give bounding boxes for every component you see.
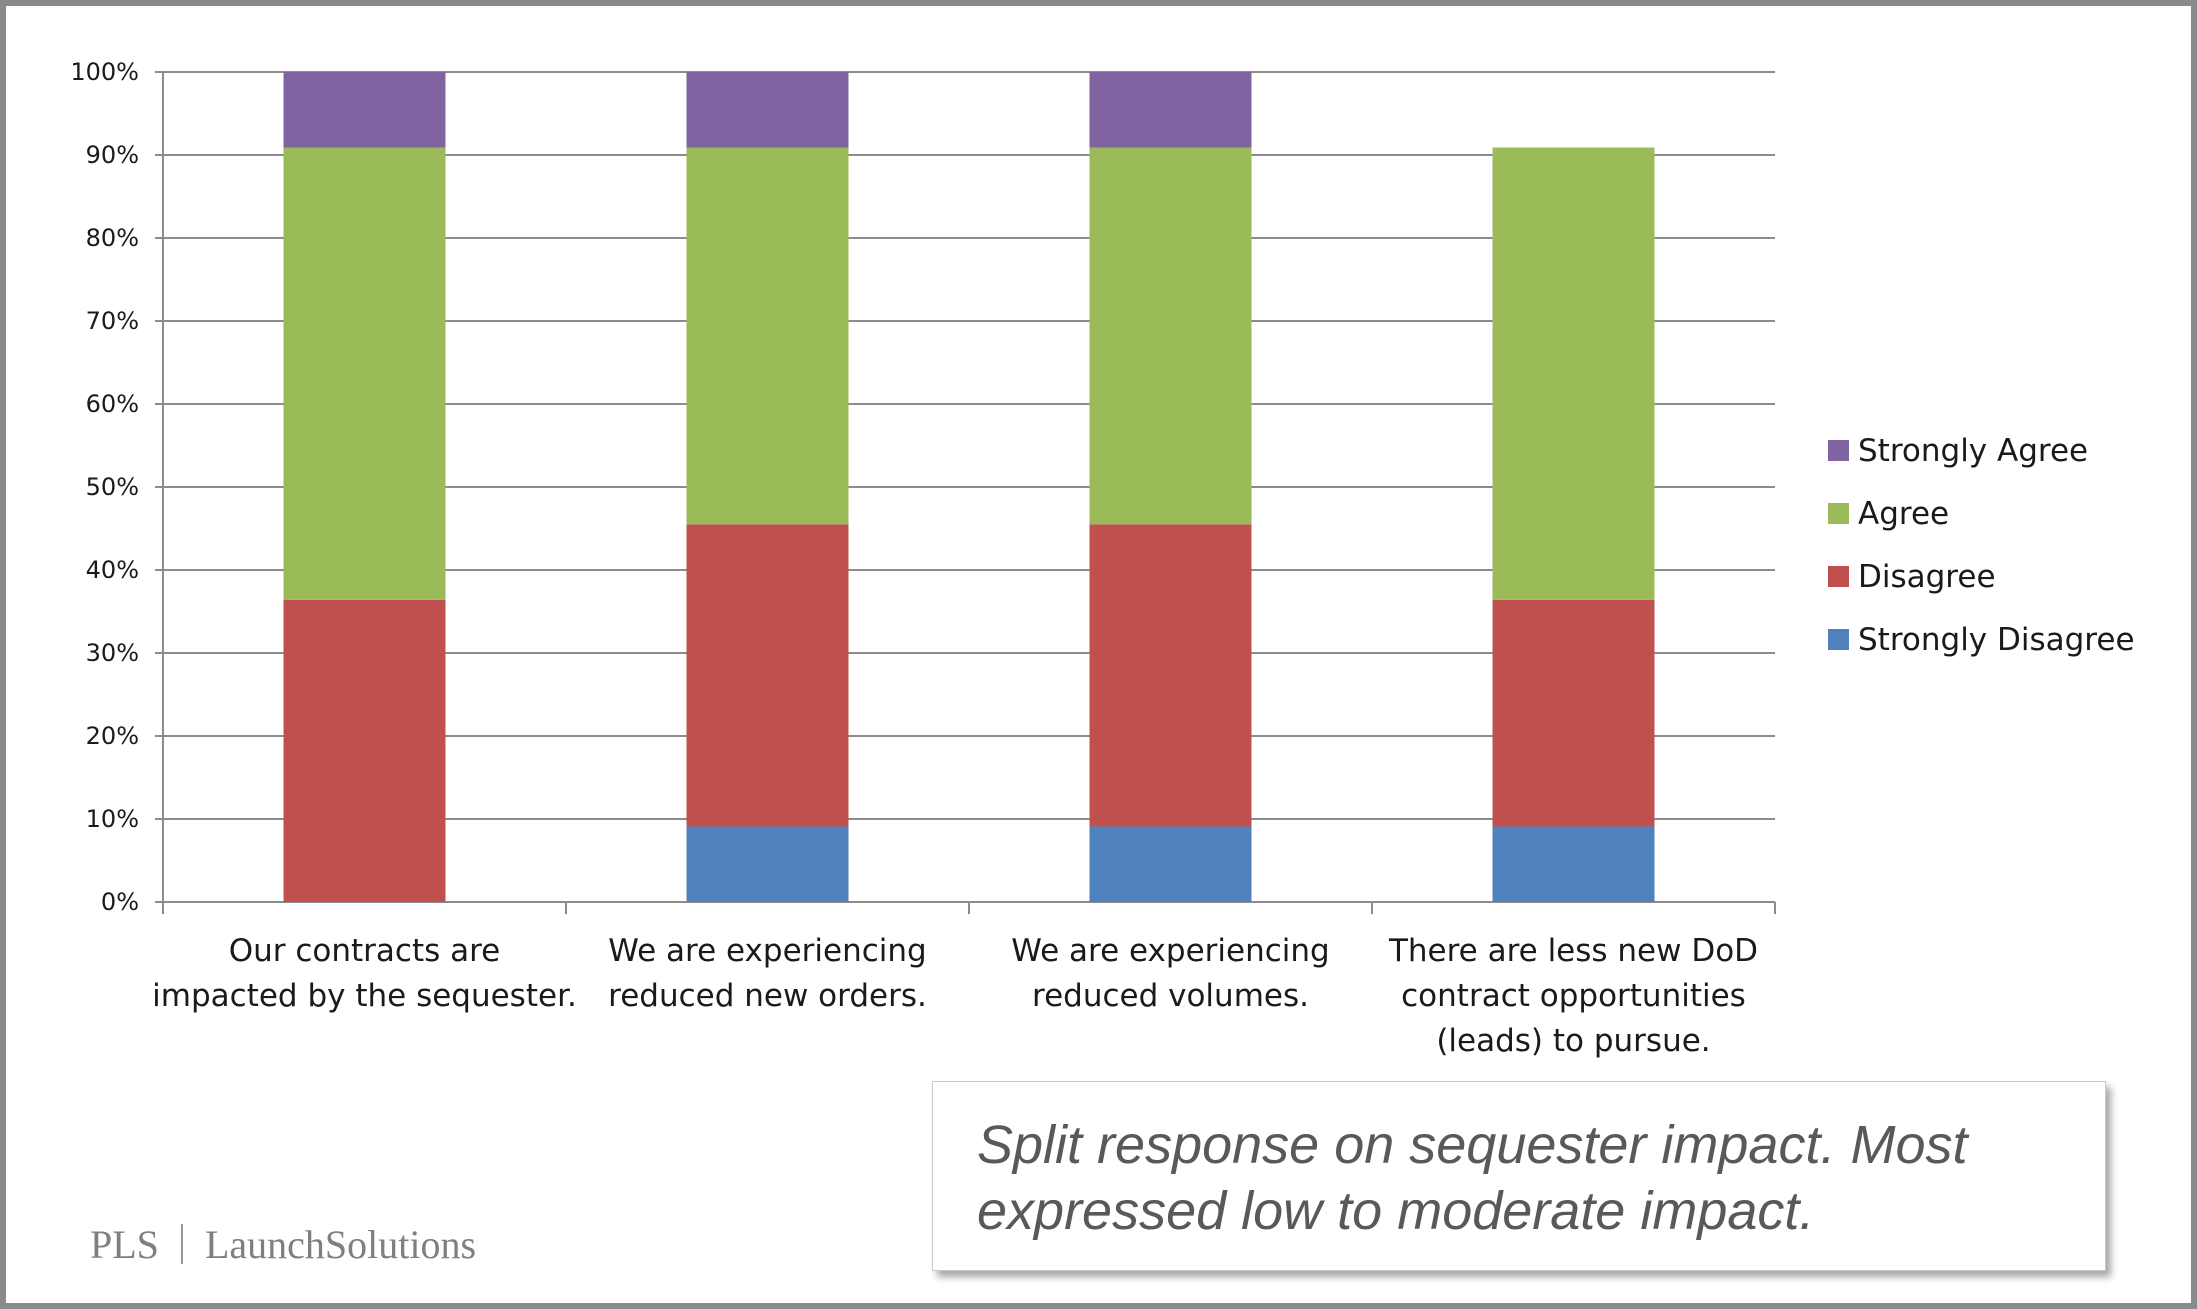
x-category-label: reduced new orders. xyxy=(608,978,927,1014)
callout-box: Split response on sequester impact. Most… xyxy=(932,1081,2106,1271)
legend-swatch xyxy=(1828,629,1849,650)
bar-segment-strongly-disagree xyxy=(686,826,849,902)
y-tick-label: 20% xyxy=(86,722,139,750)
callout-line-1: Split response on sequester impact. Most xyxy=(977,1115,1968,1175)
y-tick-label: 90% xyxy=(86,141,139,169)
x-category-label: contract opportunities xyxy=(1401,978,1746,1014)
legend-swatch xyxy=(1828,440,1849,461)
bar-segment-strongly-disagree xyxy=(1492,826,1655,902)
logo-launchsolutions: LaunchSolutions xyxy=(204,1222,477,1267)
bar-segment-agree xyxy=(1089,147,1252,525)
y-tick-label: 100% xyxy=(70,58,139,86)
y-tick-label: 0% xyxy=(101,888,139,916)
bar-segment-agree xyxy=(283,147,446,600)
bar-segment-strongly-disagree xyxy=(1089,826,1252,902)
bar-segment-agree xyxy=(1492,147,1655,600)
x-category-label: We are experiencing xyxy=(1011,933,1329,969)
x-category-label: reduced volumes. xyxy=(1032,978,1309,1014)
x-category-label: (leads) to pursue. xyxy=(1436,1023,1710,1059)
logo-pls: PLS xyxy=(90,1222,159,1267)
bar-segment-strongly-agree xyxy=(686,72,849,148)
y-tick-label: 60% xyxy=(86,390,139,418)
bar-segment-agree xyxy=(686,147,849,525)
stacked-bar-chart: 0% 10% 20% 30% 40% 50% 60% 70% 80% 90% 100% Our con… xyxy=(70,58,2135,1059)
bar-segment-strongly-agree xyxy=(1089,72,1252,148)
legend-label: Disagree xyxy=(1858,559,1996,595)
logo-divider xyxy=(180,1224,183,1264)
y-tick-label: 80% xyxy=(86,224,139,252)
x-category-label: Our contracts are xyxy=(229,933,501,969)
bar-segment-disagree xyxy=(1089,524,1252,827)
legend-label: Strongly Agree xyxy=(1858,433,2088,469)
bar-segment-disagree xyxy=(283,599,446,902)
x-category-label: We are experiencing xyxy=(608,933,926,969)
x-category-label: impacted by the sequester. xyxy=(152,978,577,1014)
legend-swatch xyxy=(1828,566,1849,587)
y-tick-label: 70% xyxy=(86,307,139,335)
y-tick-label: 50% xyxy=(86,473,139,501)
y-tick-label: 30% xyxy=(86,639,139,667)
callout-line-2: expressed low to moderate impact. xyxy=(977,1181,1815,1241)
bar-segment-disagree xyxy=(686,524,849,827)
y-tick-label: 10% xyxy=(86,805,139,833)
company-logo: PLS LaunchSolutions xyxy=(90,1221,476,1268)
x-category-label: There are less new DoD xyxy=(1388,933,1758,969)
legend-swatch xyxy=(1828,503,1849,524)
y-tick-label: 40% xyxy=(86,556,139,584)
legend-label: Agree xyxy=(1858,496,1949,532)
bar-segment-strongly-agree xyxy=(283,72,446,148)
legend-label: Strongly Disagree xyxy=(1858,622,2135,658)
bar-segment-disagree xyxy=(1492,599,1655,827)
